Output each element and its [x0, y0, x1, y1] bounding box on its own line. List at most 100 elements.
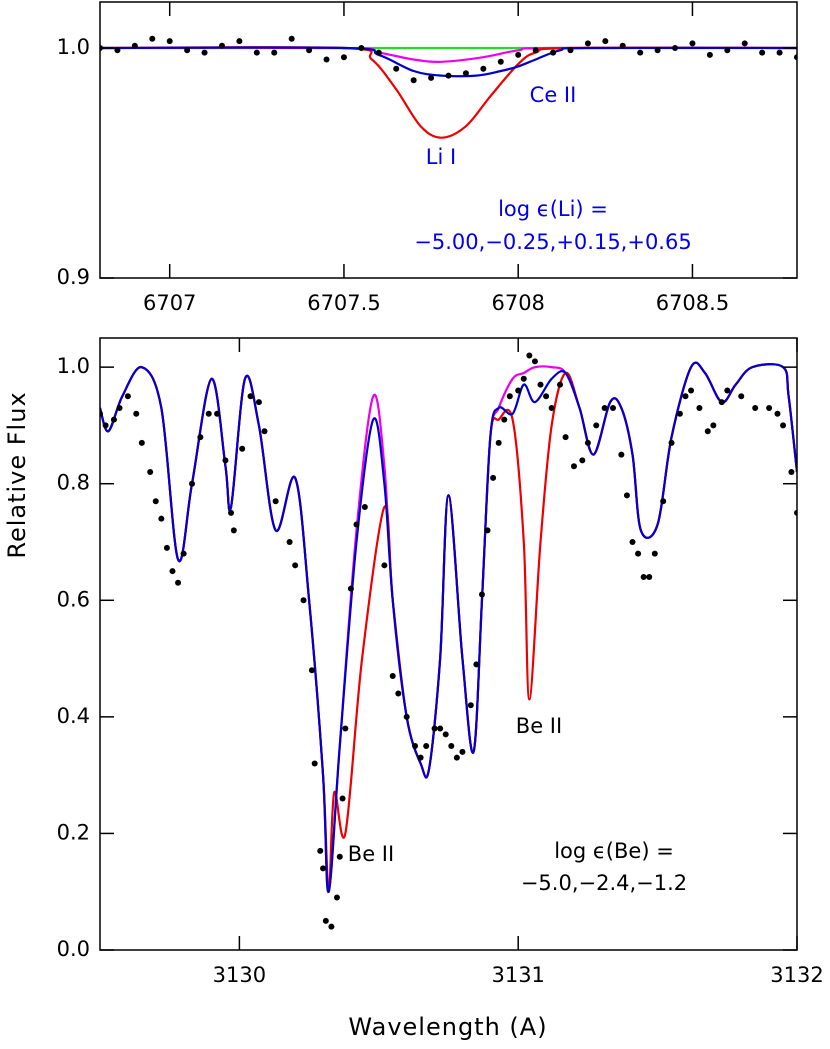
x-axis-label: Wavelength (A) [348, 1013, 547, 1041]
y-tick-label: 0.6 [57, 587, 90, 611]
data-point [228, 509, 235, 516]
data-point [375, 49, 382, 56]
data-point [358, 45, 365, 51]
data-point [543, 393, 550, 400]
data-point [501, 416, 508, 423]
model-line [100, 361, 797, 893]
data-point [788, 469, 795, 476]
data-point [214, 410, 221, 417]
model-line [100, 46, 797, 78]
data-point [646, 573, 653, 580]
x-tick-label: 3131 [491, 963, 544, 987]
data-point [676, 410, 683, 417]
data-point [531, 358, 538, 365]
data-point [169, 568, 176, 575]
data-point [738, 393, 745, 400]
data-point [347, 585, 354, 592]
data-point [635, 550, 642, 557]
data-point [532, 47, 539, 54]
data-point [230, 527, 237, 534]
data-point [152, 498, 159, 505]
data-point [138, 439, 145, 446]
data-point [403, 713, 410, 720]
data-point [776, 49, 783, 56]
data-point [102, 422, 109, 429]
annotation: log ϵ(Be) = [554, 839, 674, 863]
data-point [428, 74, 435, 81]
data-point [741, 40, 748, 47]
annotation: log ϵ(Li) = [498, 197, 608, 221]
y-tick-label: 1.0 [57, 354, 90, 378]
y-tick-label: 0.9 [57, 265, 90, 289]
data-point [506, 393, 513, 400]
data-point [131, 42, 138, 49]
data-point [623, 492, 630, 499]
data-point [473, 661, 480, 668]
data-point [459, 748, 466, 755]
y-tick-label: 0.8 [57, 471, 90, 495]
data-point [718, 399, 725, 406]
data-point [570, 463, 577, 470]
data-point [116, 404, 123, 411]
data-point [484, 527, 491, 534]
data-point [548, 404, 555, 411]
data-point [668, 439, 675, 446]
data-point [537, 381, 544, 388]
model-line [100, 361, 797, 893]
data-point [453, 754, 460, 761]
annotation: Li I [426, 145, 456, 169]
data-point [467, 702, 474, 709]
annotation: Be II [516, 714, 562, 738]
data-point [253, 49, 260, 56]
data-point [724, 387, 731, 394]
x-tick-label: 6707 [143, 291, 196, 315]
data-point [166, 38, 173, 45]
data-point [696, 404, 703, 411]
data-point [618, 451, 625, 458]
data-point [526, 352, 533, 359]
data-point [423, 743, 430, 749]
data-point [704, 428, 711, 435]
data-point [163, 544, 170, 551]
data-point [557, 381, 564, 388]
data-point [724, 47, 731, 54]
data-point [261, 428, 268, 435]
data-point [175, 579, 182, 586]
data-point [255, 399, 262, 406]
data-point [774, 410, 781, 417]
data-point [197, 434, 204, 441]
data-point [340, 54, 347, 61]
data-point [286, 539, 293, 545]
data-point [619, 42, 626, 49]
data-point [766, 404, 773, 411]
data-point [593, 422, 600, 429]
data-point [393, 65, 400, 72]
data-point [550, 49, 557, 56]
data-point [205, 410, 212, 417]
y-axis-label: Relative Flux [3, 391, 31, 558]
data-point [395, 690, 402, 697]
data-point [640, 573, 647, 580]
data-point [110, 416, 117, 423]
data-point [706, 51, 713, 58]
annotation: −5.0,−2.4,−1.2 [521, 871, 687, 895]
plot-frame [99, 1, 798, 279]
data-point [389, 673, 396, 680]
data-point [710, 422, 717, 429]
y-tick-label: 0.4 [57, 704, 90, 728]
data-point [147, 469, 154, 476]
data-point [609, 404, 616, 411]
data-point [308, 667, 315, 674]
data-point [114, 47, 121, 54]
data-point [651, 550, 658, 557]
data-point [412, 743, 419, 749]
data-point [320, 865, 327, 872]
data-point [497, 58, 504, 65]
data-point [124, 393, 131, 400]
data-point [271, 49, 278, 56]
data-point [462, 70, 469, 77]
data-point [601, 404, 608, 411]
x-tick-label: 3130 [213, 963, 266, 987]
data-point [184, 47, 191, 54]
